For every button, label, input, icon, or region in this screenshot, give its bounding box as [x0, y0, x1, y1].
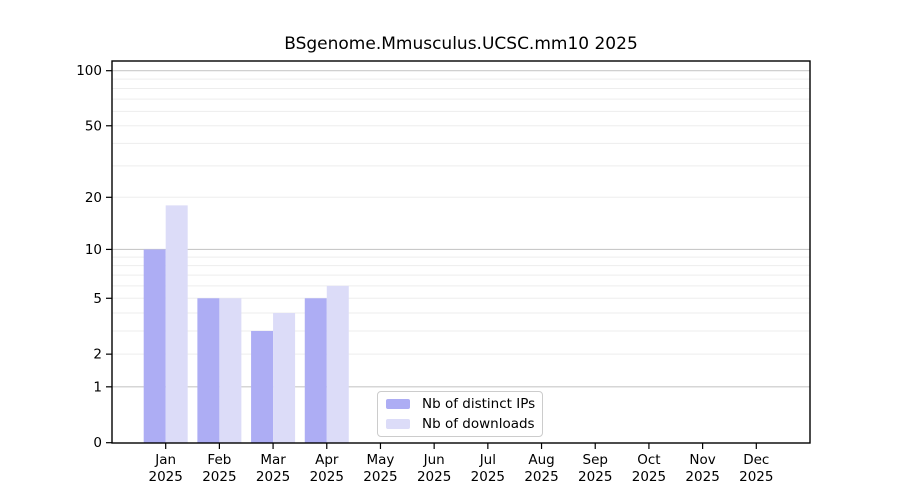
- x-tick-label-month: Dec: [743, 452, 769, 468]
- x-tick-label-month: Feb: [207, 452, 231, 468]
- legend-label-downloads: Nb of downloads: [422, 415, 535, 432]
- x-tick-label-year: 2025: [685, 469, 719, 485]
- x-tick-label-year: 2025: [632, 469, 666, 485]
- x-tick-label-year: 2025: [417, 469, 451, 485]
- legend: Nb of distinct IPs Nb of downloads: [377, 391, 543, 437]
- x-tick-label-month: May: [367, 452, 395, 468]
- y-tick-label: 20: [85, 190, 102, 206]
- x-tick-label-month: Jan: [154, 452, 176, 468]
- x-tick-label-year: 2025: [363, 469, 397, 485]
- x-tick-label-year: 2025: [256, 469, 290, 485]
- y-tick-label: 100: [76, 63, 102, 79]
- x-tick-label-year: 2025: [471, 469, 505, 485]
- y-tick-label: 2: [93, 347, 102, 363]
- legend-label-distinct-ips: Nb of distinct IPs: [422, 396, 536, 413]
- x-tick-label-year: 2025: [578, 469, 612, 485]
- bar-distinct-ips-apr: [304, 298, 327, 443]
- x-tick-label-year: 2025: [149, 469, 183, 485]
- x-tick-label-month: Sep: [583, 452, 608, 468]
- bar-distinct-ips-feb: [197, 298, 220, 443]
- x-tick-label-month: Oct: [637, 452, 660, 468]
- bar-downloads-feb: [219, 298, 242, 443]
- y-tick-label: 0: [93, 435, 102, 451]
- bar-distinct-ips-mar: [251, 330, 274, 443]
- chart-title: BSgenome.Mmusculus.UCSC.mm10 2025: [284, 34, 638, 54]
- bar-downloads-mar: [273, 312, 296, 443]
- bar-downloads-apr: [326, 285, 349, 443]
- y-tick-label: 50: [85, 118, 102, 134]
- legend-item-downloads: Nb of downloads: [386, 415, 535, 432]
- legend-swatch-downloads: [386, 418, 410, 429]
- x-tick-label-month: Apr: [315, 452, 339, 468]
- y-tick-label: 1: [93, 379, 102, 395]
- x-tick-label-month: Jun: [423, 452, 445, 468]
- x-tick-label-month: Jul: [479, 452, 496, 468]
- x-tick-label-month: Nov: [689, 452, 715, 468]
- x-tick-label-year: 2025: [739, 469, 773, 485]
- x-tick-label-month: Aug: [528, 452, 554, 468]
- bar-downloads-jan: [165, 205, 188, 443]
- legend-item-distinct-ips: Nb of distinct IPs: [386, 396, 536, 413]
- x-tick-label-year: 2025: [524, 469, 558, 485]
- legend-swatch-distinct-ips: [386, 399, 410, 410]
- x-tick-label-month: Mar: [260, 452, 286, 468]
- bar-distinct-ips-jan: [143, 249, 166, 443]
- plot-frame: [111, 60, 811, 444]
- y-tick-label: 5: [93, 291, 102, 307]
- x-tick-label-year: 2025: [310, 469, 344, 485]
- x-tick-label-year: 2025: [202, 469, 236, 485]
- y-tick-label: 10: [85, 242, 102, 258]
